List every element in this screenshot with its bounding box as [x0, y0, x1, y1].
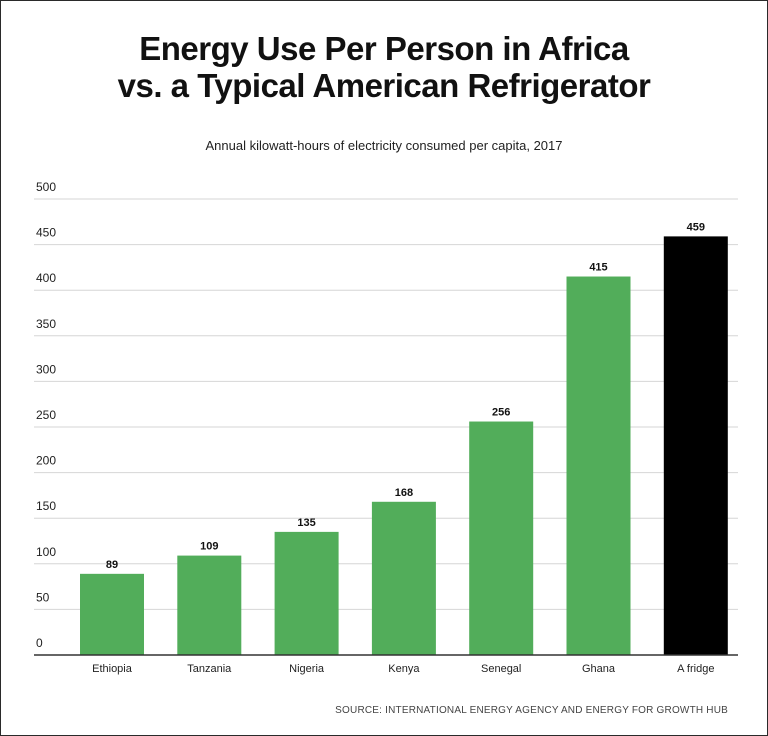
bar-ghana — [566, 276, 631, 655]
y-tick-label: 400 — [36, 271, 56, 285]
y-tick-label: 250 — [36, 408, 56, 422]
data-label: 168 — [395, 487, 413, 499]
y-tick-label: 450 — [36, 226, 56, 240]
data-label: 89 — [106, 559, 118, 571]
bar-nigeria — [274, 531, 339, 655]
bar-a-fridge — [663, 236, 728, 655]
chart-subtitle: Annual kilowatt-hours of electricity con… — [205, 138, 563, 153]
y-tick-label: 50 — [36, 590, 50, 604]
y-tick-label: 0 — [36, 636, 43, 650]
y-tick-label: 100 — [36, 545, 56, 559]
bar-ethiopia — [80, 573, 144, 655]
data-label: 256 — [492, 407, 510, 419]
x-tick-label: Senegal — [481, 663, 521, 675]
x-tick-label: Kenya — [388, 663, 420, 675]
chart-title-line-2: vs. a Typical American Refrigerator — [117, 67, 651, 104]
data-labels: 89 109 135 168 256 415 459 — [106, 221, 705, 570]
data-label: 415 — [589, 262, 607, 274]
data-label: 459 — [687, 221, 705, 233]
y-tick-label: 300 — [36, 362, 56, 376]
chart-title: Energy Use Per Person in Africa vs. a Ty… — [0, 30, 768, 104]
y-tick-label: 350 — [36, 317, 56, 331]
bar-tanzania — [177, 555, 242, 655]
chart-title-line-1: Energy Use Per Person in Africa — [139, 30, 629, 67]
x-tick-label: A fridge — [677, 663, 714, 675]
x-tick-label: Ghana — [582, 663, 616, 675]
y-axis-tick-labels: 0 50 100 150 200 250 300 350 400 450 500 — [36, 180, 56, 650]
data-label: 109 — [200, 541, 218, 553]
source-note: SOURCE: INTERNATIONAL ENERGY AGENCY AND … — [335, 705, 728, 716]
bar-senegal — [469, 421, 534, 655]
x-tick-label: Ethiopia — [92, 663, 133, 675]
y-tick-label: 200 — [36, 454, 56, 468]
x-tick-label: Tanzania — [187, 663, 232, 675]
y-tick-label: 150 — [36, 499, 56, 513]
x-axis-tick-labels: Ethiopia Tanzania Nigeria Kenya Senegal Ghana… — [92, 663, 714, 675]
bars — [80, 236, 728, 655]
y-tick-label: 500 — [36, 180, 56, 194]
x-tick-label: Nigeria — [289, 663, 325, 675]
bar-kenya — [371, 501, 436, 655]
data-label: 135 — [297, 517, 315, 529]
